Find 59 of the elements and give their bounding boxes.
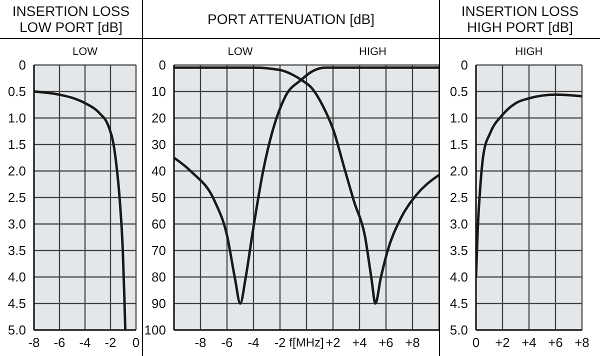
y-tick-label: 1.0 — [8, 110, 26, 126]
y-tick-label: 0 — [158, 58, 166, 73]
y-tick-label: 2.5 — [450, 190, 468, 206]
y-tick-label: 3.5 — [8, 243, 26, 258]
y-tick-label: 30 — [152, 137, 166, 152]
y-tick-label: 0 — [460, 58, 468, 73]
x-tick-label: -2 — [274, 335, 286, 350]
y-tick-label: 1.5 — [8, 137, 26, 152]
x-tick-label: -4 — [248, 335, 260, 350]
y-tick-label: 5.0 — [450, 322, 468, 338]
x-tick-label: +2 — [495, 335, 510, 350]
y-tick-label: 10 — [152, 84, 166, 100]
y-tick-label: 0.5 — [450, 84, 468, 100]
y-tick-label: 3.0 — [450, 216, 468, 232]
y-tick-label: 4.0 — [450, 270, 468, 285]
text: HIGH — [358, 46, 388, 58]
y-tick-label: 40 — [152, 164, 166, 179]
y-tick-label: 100 — [144, 322, 166, 338]
y-tick-label: 4.5 — [8, 296, 26, 312]
text: LOW — [226, 46, 254, 58]
y-tick-label: 2.5 — [8, 190, 26, 206]
y-tick-label: 50 — [152, 190, 166, 206]
x-tick-label: -6 — [221, 335, 233, 350]
x-tick-label: -4 — [79, 335, 91, 350]
chart-title: PORT ATTENUATION [dB] — [143, 0, 439, 39]
chart-title: INSERTION LOSS HIGH PORT [dB] — [440, 0, 600, 39]
x-axis-title: f[MHz] — [289, 336, 324, 350]
y-tick-label: 80 — [152, 270, 166, 285]
text: LOW — [71, 46, 99, 58]
x-tick-label: +2 — [326, 335, 340, 350]
x-tick-label: +8 — [574, 335, 590, 350]
x-tick-label: +8 — [405, 335, 420, 350]
y-tick-label: 1.5 — [450, 137, 468, 152]
y-tick-label: 60 — [152, 216, 166, 232]
x-tick-label: +4 — [352, 335, 367, 350]
text: HIGH — [514, 46, 544, 58]
x-tick-label: -8 — [194, 335, 206, 350]
y-tick-label: 2.0 — [450, 164, 468, 179]
y-tick-label: 3.5 — [450, 243, 468, 258]
chart-title: INSERTION LOSS LOW PORT [dB] — [0, 0, 142, 39]
y-tick-label: 90 — [152, 296, 166, 312]
y-tick-label: 3.0 — [8, 216, 26, 232]
x-tick-label: -6 — [54, 335, 66, 350]
y-tick-label: 4.5 — [450, 296, 468, 312]
y-tick-label: 20 — [152, 110, 166, 126]
y-tick-label: 1.0 — [450, 110, 468, 126]
x-tick-label: 0 — [472, 335, 480, 350]
x-tick-label: -2 — [104, 335, 116, 350]
x-tick-label: 0 — [132, 335, 140, 350]
x-tick-label: +6 — [378, 335, 394, 350]
x-tick-label: +4 — [522, 335, 536, 350]
x-tick-label: +6 — [548, 335, 563, 350]
y-tick-label: 2.0 — [8, 164, 26, 179]
y-tick-label: 0 — [18, 58, 26, 73]
y-tick-label: 5.0 — [8, 322, 26, 338]
y-tick-label: 4.0 — [8, 270, 26, 285]
x-tick-label: -8 — [28, 335, 40, 350]
y-tick-label: 0.5 — [8, 84, 26, 100]
y-tick-label: 70 — [152, 243, 166, 258]
